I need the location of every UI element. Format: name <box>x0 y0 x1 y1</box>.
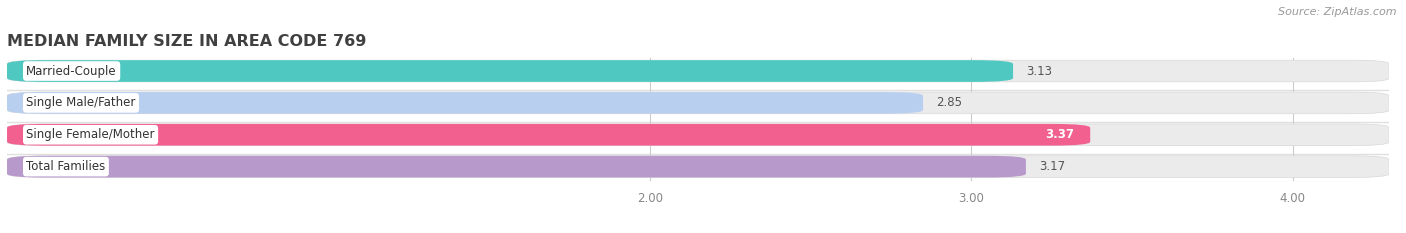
Text: 3.17: 3.17 <box>1039 160 1064 173</box>
FancyBboxPatch shape <box>7 156 1026 178</box>
FancyBboxPatch shape <box>7 156 1389 178</box>
Text: 2.85: 2.85 <box>936 96 962 110</box>
FancyBboxPatch shape <box>7 60 1014 82</box>
Text: 3.37: 3.37 <box>1045 128 1074 141</box>
FancyBboxPatch shape <box>7 124 1090 146</box>
Text: Source: ZipAtlas.com: Source: ZipAtlas.com <box>1278 7 1396 17</box>
FancyBboxPatch shape <box>7 92 924 114</box>
FancyBboxPatch shape <box>7 124 1389 146</box>
FancyBboxPatch shape <box>7 92 1389 114</box>
Text: MEDIAN FAMILY SIZE IN AREA CODE 769: MEDIAN FAMILY SIZE IN AREA CODE 769 <box>7 34 367 49</box>
FancyBboxPatch shape <box>7 60 1389 82</box>
Text: Single Female/Mother: Single Female/Mother <box>27 128 155 141</box>
Text: Total Families: Total Families <box>27 160 105 173</box>
Text: Married-Couple: Married-Couple <box>27 65 117 78</box>
Text: Single Male/Father: Single Male/Father <box>27 96 136 110</box>
Text: 3.13: 3.13 <box>1026 65 1052 78</box>
